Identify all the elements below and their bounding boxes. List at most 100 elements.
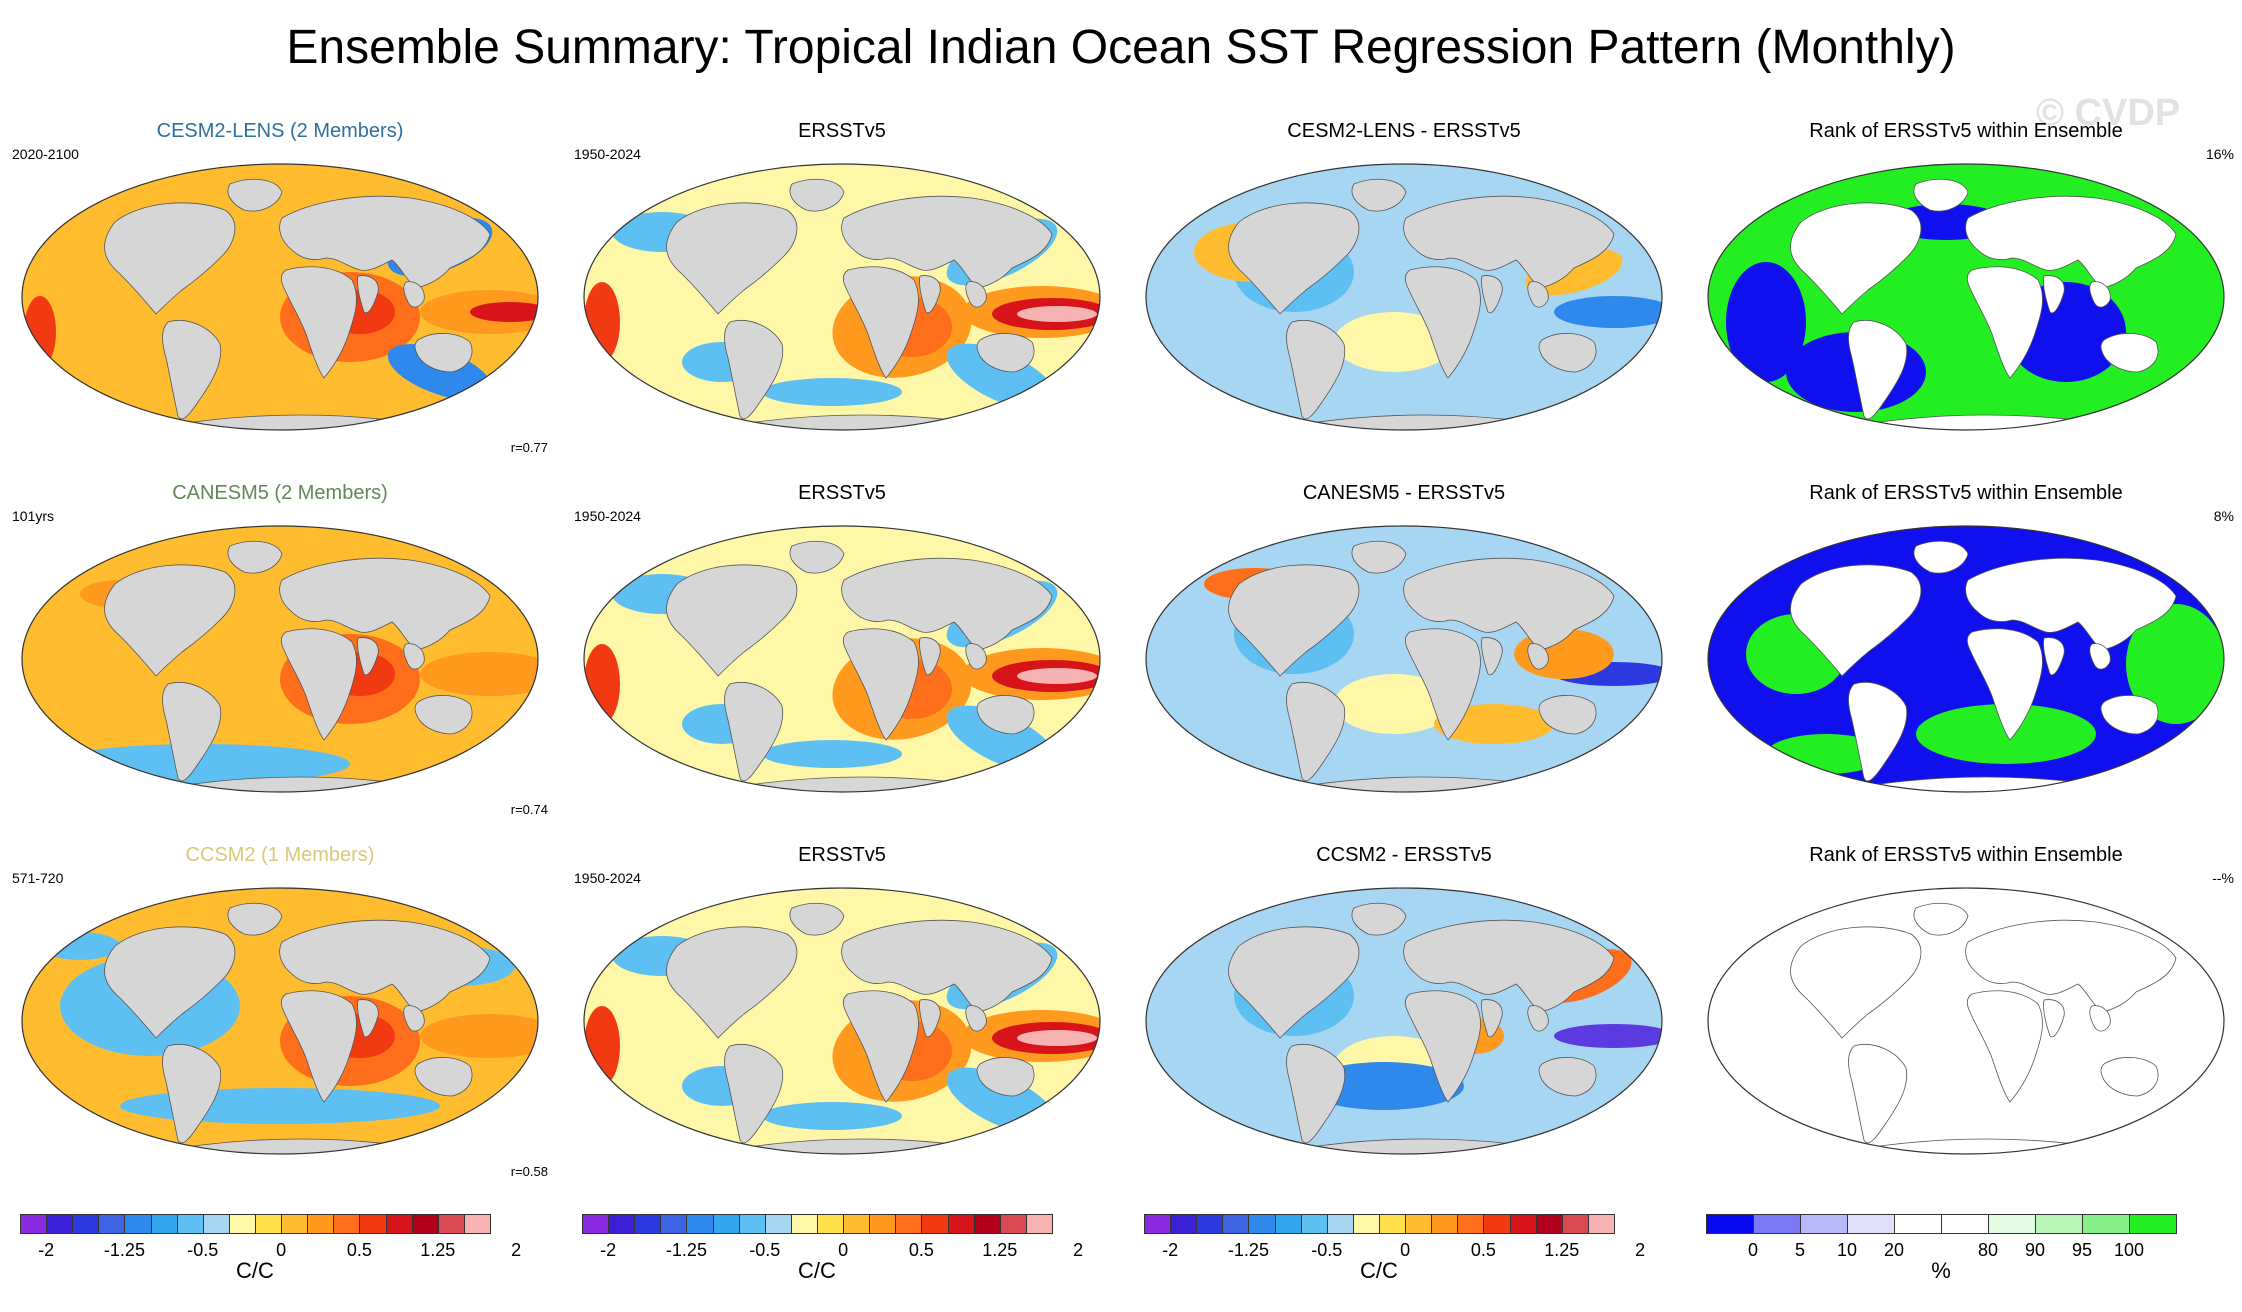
map-field: [1708, 164, 2224, 430]
africa-land: [842, 266, 919, 379]
south-america-land: [724, 1044, 784, 1144]
pattern-patch: [762, 378, 902, 406]
colorbar-segment: [921, 1214, 949, 1234]
africa-land: [1966, 266, 2043, 379]
colorbar-segment: [20, 1214, 48, 1234]
africa-land: [280, 628, 357, 741]
panel-title: ERSSTv5: [798, 844, 886, 866]
sst-map: [1145, 525, 1663, 793]
north-america-land: [1790, 564, 1922, 677]
sst-map: [583, 887, 1101, 1155]
colorbar-segment: [608, 1214, 636, 1234]
colorbar-segment: [973, 1214, 1001, 1234]
map-frame: [583, 525, 1101, 793]
greenland-land: [789, 902, 845, 936]
colorbar-tick: -0.5: [187, 1240, 219, 1260]
australia-land: [414, 1057, 473, 1097]
colorbar-segment: [1405, 1214, 1433, 1234]
colorbar-segment: [2035, 1214, 2083, 1234]
pattern-correlation: r=0.58: [510, 1164, 548, 1179]
rank-patch: [1916, 704, 2096, 764]
north-america-land: [104, 564, 236, 677]
panel-rank-row2: Rank of ERSSTv5 within Ensemble 8%: [1696, 480, 2236, 840]
map-frame: [21, 525, 539, 793]
se-asia-land: [1527, 1005, 1549, 1032]
greenland-land: [1913, 902, 1969, 936]
africa-land: [1966, 990, 2043, 1103]
map-field: [22, 164, 538, 430]
colorbar-tick: -1.25: [665, 1240, 707, 1260]
india-land: [919, 637, 941, 676]
north-america-land: [666, 926, 798, 1039]
pattern-patch: [1017, 1030, 1097, 1046]
period-label: 571-720: [12, 870, 64, 886]
colorbar-segment: [712, 1214, 740, 1234]
africa-land: [842, 990, 919, 1103]
column-rank: Rank of ERSSTv5 within Ensemble 16% Rank…: [1696, 0, 2236, 1312]
sst-map: [21, 163, 539, 431]
greenland-land: [1913, 178, 1969, 212]
period-label: 1950-2024: [574, 870, 641, 886]
map-frame: [583, 163, 1101, 431]
colorbar-segment: [411, 1214, 439, 1234]
colorbar-segment: [255, 1214, 283, 1234]
colorbar-sst: -2 -1.25 -0.5 0 0.5 1.25 2 C/C: [1144, 1214, 1664, 1294]
australia-land: [2100, 333, 2159, 373]
panel-title: CANESM5 (2 Members): [172, 482, 388, 504]
colorbar-segment: [1483, 1214, 1511, 1234]
colorbar-tick: 95: [2071, 1240, 2093, 1260]
india-land: [1481, 999, 1503, 1038]
colorbar-tick: -2: [1162, 1240, 1179, 1260]
south-america-land: [724, 320, 784, 420]
pattern-correlation: r=0.77: [510, 440, 548, 455]
map-field: [1708, 888, 2224, 1154]
colorbar-segment: [98, 1214, 126, 1234]
rank-map: [1707, 525, 2225, 793]
colorbar-segment: [843, 1214, 871, 1234]
colorbar-segment: [124, 1214, 152, 1234]
colorbar-segment: [2129, 1214, 2177, 1234]
map-field: [584, 888, 1100, 1154]
pattern-patch: [120, 1088, 440, 1124]
colorbar-tick: 0.5: [908, 1240, 934, 1260]
colorbar-segment: [764, 1214, 792, 1234]
australia-land: [976, 333, 1035, 373]
se-asia-land: [403, 281, 425, 308]
colorbar-segment: [1561, 1214, 1589, 1234]
colorbar-segment: [2082, 1214, 2130, 1234]
column-obs: ERSSTv5 1950-2024 ERSSTv5 1950-2024 ERSS…: [572, 0, 1112, 1312]
period-label: 2020-2100: [12, 146, 79, 162]
panel-title: ERSSTv5: [798, 482, 886, 504]
greenland-land: [227, 902, 283, 936]
colorbar-segment: [1587, 1214, 1615, 1234]
australia-land: [414, 695, 473, 735]
pattern-patch: [1554, 296, 1662, 328]
sst-map: [21, 887, 539, 1155]
colorbar-tick: 0: [838, 1240, 849, 1260]
australia-land: [976, 695, 1035, 735]
africa-land: [842, 628, 919, 741]
colorbar-segment: [333, 1214, 361, 1234]
greenland-land: [227, 540, 283, 574]
panel-rank-row1: Rank of ERSSTv5 within Ensemble 16%: [1696, 118, 2236, 478]
colorbar-segment: [1379, 1214, 1407, 1234]
greenland-land: [789, 178, 845, 212]
africa-land: [1404, 628, 1481, 741]
colorbar-segment: [202, 1214, 230, 1234]
pattern-patch: [584, 1006, 620, 1086]
india-land: [1481, 275, 1503, 314]
colorbar-tick: 90: [2024, 1240, 2046, 1260]
panel-model-row2: CANESM5 (2 Members) 101yrs r=0.74: [10, 480, 550, 840]
panel-title: CCSM2 - ERSSTv5: [1316, 844, 1492, 866]
south-america-land: [1848, 1044, 1908, 1144]
colorbar-unit: %: [1931, 1258, 1951, 1283]
pattern-patch: [470, 302, 538, 322]
colorbar-segment: [1431, 1214, 1459, 1234]
se-asia-land: [403, 643, 425, 670]
map-field: [1146, 888, 1662, 1154]
se-asia-land: [1527, 643, 1549, 670]
colorbar-segment: [1457, 1214, 1485, 1234]
page-title: Ensemble Summary: Tropical Indian Ocean …: [286, 21, 1956, 74]
colorbar-segment: [1196, 1214, 1224, 1234]
pattern-patch: [1554, 1024, 1662, 1048]
